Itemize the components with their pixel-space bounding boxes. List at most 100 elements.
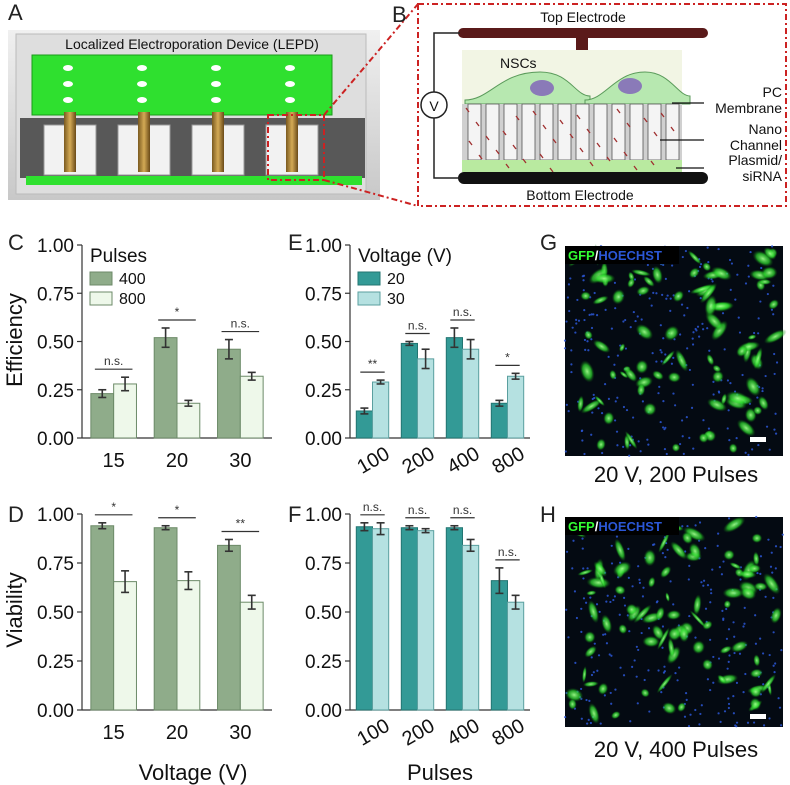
nsc-cell-1 (464, 71, 591, 105)
gfp-cell (642, 635, 660, 648)
hoechst-nucleus (614, 307, 617, 310)
chart-F: 0.00 0.25 0.50 0.75 1.00 n.s. 100 n.s. 200 n.s. 40… (305, 500, 530, 751)
hoechst-nucleus (711, 280, 714, 283)
plasmid (643, 117, 648, 123)
hoechst-nucleus (686, 524, 689, 528)
hoechst-nucleus (762, 724, 766, 727)
electrode-rod (138, 112, 150, 172)
hoechst-nucleus (595, 603, 599, 606)
panel-h: H GFP/HOECHST 20 V, 400 Pulses (540, 502, 784, 762)
hoechst-nucleus (712, 393, 715, 396)
hoechst-nucleus (704, 547, 707, 550)
y-tick-label: 0.25 (37, 652, 74, 673)
hoechst-nucleus (774, 567, 777, 570)
hoechst-nucleus (690, 406, 694, 410)
hoechst-nucleus (671, 264, 674, 267)
hoechst-nucleus (766, 292, 769, 296)
hoechst-nucleus (751, 448, 754, 451)
highlight-box (267, 114, 325, 181)
hoechst-nucleus (564, 715, 567, 719)
hoechst-nucleus (694, 524, 697, 527)
hoechst-nucleus (657, 392, 660, 395)
gfp-cell (753, 406, 763, 415)
legend: Pulses 400 800 (89, 246, 147, 308)
gfp-cell (683, 526, 706, 542)
top-electrode-label: Top Electrode (540, 9, 626, 25)
plasmid (660, 112, 665, 118)
hoechst-nucleus (771, 571, 774, 574)
x-tick-label: 200 (399, 443, 439, 479)
hoechst-nucleus (747, 275, 750, 278)
hoechst-nucleus (599, 722, 602, 725)
gfp-cell (577, 569, 594, 576)
hoechst-nucleus (742, 625, 745, 628)
gfp-cell (635, 359, 649, 374)
gfp-cell (675, 349, 689, 372)
hoechst-nucleus (669, 309, 672, 312)
device-wells (43, 112, 319, 176)
hoechst-nucleus (732, 712, 735, 715)
plasmid (670, 126, 675, 132)
hoechst-nucleus (683, 314, 686, 317)
hoechst-nucleus (722, 618, 725, 622)
hoechst-nucleus (570, 349, 573, 352)
gfp-cell (677, 702, 686, 713)
top-electrode (458, 28, 708, 38)
y-tick-label: 0.25 (37, 381, 74, 402)
hoechst-nucleus (706, 584, 710, 587)
hoechst-nucleus (665, 297, 668, 300)
hoechst-nucleus (706, 678, 710, 681)
hoechst-nucleus (718, 565, 721, 569)
bar-800-20 (176, 580, 201, 711)
hoechst-nucleus (568, 309, 571, 313)
significance-label: n.s. (498, 545, 517, 559)
hoechst-nucleus (662, 337, 665, 340)
bar-30-400 (462, 348, 480, 439)
hoechst-nucleus (691, 337, 694, 340)
nscs-label: NSCs (500, 55, 537, 71)
hoechst-nucleus (572, 539, 575, 542)
hoechst-nucleus (622, 596, 626, 599)
hoechst-nucleus (646, 438, 649, 441)
hoechst-nucleus (586, 722, 589, 725)
bar-30-400 (462, 544, 480, 711)
hoechst-nucleus (777, 697, 780, 700)
significance-label: ** (236, 516, 246, 530)
hoechst-nucleus (660, 691, 663, 694)
hoechst-nucleus (592, 313, 595, 316)
device-hole (285, 97, 295, 103)
hoechst-nucleus (659, 324, 662, 327)
hoechst-nucleus (582, 279, 585, 282)
hoechst-nucleus (687, 578, 690, 581)
hoechst-nucleus (710, 592, 713, 595)
hoechst-nucleus (625, 408, 629, 412)
legend-label: 400 (119, 271, 146, 288)
nano-channel (629, 103, 644, 161)
hoechst-nucleus (685, 698, 688, 701)
plasmid (576, 114, 581, 120)
hoechst-nucleus (605, 642, 609, 645)
gfp-cell (749, 668, 763, 678)
hoechst-nucleus (712, 681, 715, 684)
gfp-cell (592, 295, 609, 305)
hoechst-nucleus (688, 436, 691, 439)
hoechst-nucleus (641, 400, 644, 403)
y-tick-label: 0.50 (37, 603, 74, 624)
gfp-cell (648, 576, 656, 588)
micrograph-g-label: GFP/HOECHST (568, 248, 662, 263)
hoechst-nucleus (744, 282, 748, 285)
device-hole (137, 65, 147, 71)
hoechst-nucleus (749, 250, 752, 254)
hoechst-nucleus (648, 297, 651, 300)
plasmid (522, 158, 527, 164)
hoechst-nucleus (602, 633, 605, 636)
hoechst-nucleus (780, 724, 783, 727)
hoechst-nucleus (686, 347, 689, 350)
x-tick-label: 15 (103, 450, 125, 472)
viability-axis-title: Viability (2, 572, 27, 647)
hoechst-nucleus (660, 360, 663, 363)
gfp-cell (763, 573, 781, 595)
bar-30-100 (372, 528, 390, 711)
gfp-cell (688, 267, 700, 279)
